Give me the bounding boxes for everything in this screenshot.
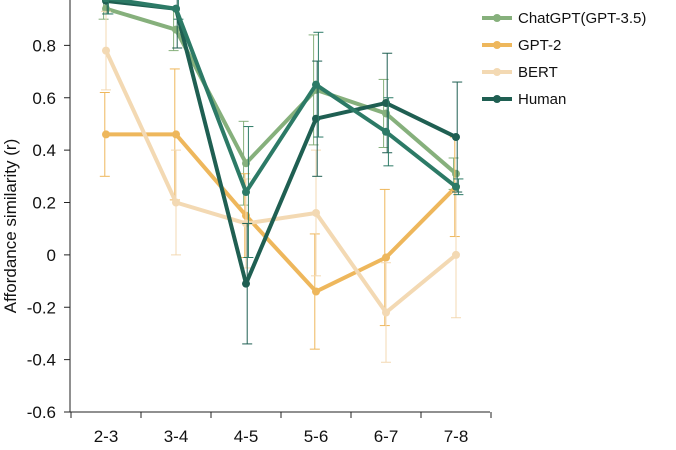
legend-label: GPT-2: [518, 37, 561, 54]
data-point: [452, 250, 460, 259]
x-tick-label: 3-4: [164, 427, 189, 446]
x-tick-label: 4-5: [234, 427, 259, 446]
x-tick-label: 7-8: [444, 427, 469, 446]
y-tick-label: -0.2: [27, 298, 56, 317]
data-point: [102, 46, 110, 55]
y-axis-title: Affordance similarity (r): [1, 139, 20, 313]
series-4: [102, 0, 464, 258]
y-tick-label: 0.4: [32, 141, 56, 160]
axes-layer: -0.6 -0.4 -0.2 0 0.2 0.4 0.6 0.8 2-3 3-4 4-5 5-6 6-7…: [1, 0, 492, 446]
series-2: [101, 10, 461, 363]
data-point: [172, 198, 180, 207]
data-point: [242, 279, 250, 288]
data-point: [382, 253, 390, 262]
y-tick-label: -0.6: [27, 403, 56, 422]
legend: ChatGPT(GPT-3.5) GPT-2 BERT Human: [482, 10, 646, 108]
data-point: [102, 130, 110, 139]
series-line: [105, 0, 458, 195]
data-point: [172, 130, 180, 139]
data-point: [452, 182, 460, 191]
data-point: [382, 127, 390, 136]
legend-swatch-marker: [493, 68, 501, 76]
y-tick-label: 0.2: [32, 194, 56, 213]
y-tick-label: -0.4: [27, 351, 56, 370]
data-point: [312, 208, 320, 217]
data-point: [312, 287, 320, 296]
x-tick-label: 6-7: [374, 427, 399, 446]
series-layer: [98, 0, 464, 363]
data-point: [242, 188, 250, 197]
x-tick-label: 2-3: [94, 427, 119, 446]
legend-label: BERT: [518, 64, 558, 81]
legend-swatch-marker: [493, 14, 501, 22]
legend-label: ChatGPT(GPT-3.5): [518, 10, 646, 27]
legend-swatch-marker: [493, 95, 501, 103]
data-point: [312, 80, 320, 89]
y-tick-label: 0.8: [32, 36, 56, 55]
x-tick-label: 5-6: [304, 427, 329, 446]
data-point: [382, 308, 390, 317]
y-tick-label: 0.6: [32, 89, 56, 108]
series-line: [105, 6, 458, 176]
legend-swatch-marker: [493, 41, 501, 49]
series-line: [104, 49, 458, 315]
legend-label: Human: [518, 91, 566, 108]
y-tick-label: 0: [47, 246, 56, 265]
data-point: [452, 133, 460, 142]
data-point: [172, 4, 180, 13]
data-point: [102, 0, 110, 3]
data-point: [452, 169, 460, 178]
series-line: [106, 132, 458, 294]
series-0: [98, 0, 460, 206]
data-point: [172, 25, 180, 34]
